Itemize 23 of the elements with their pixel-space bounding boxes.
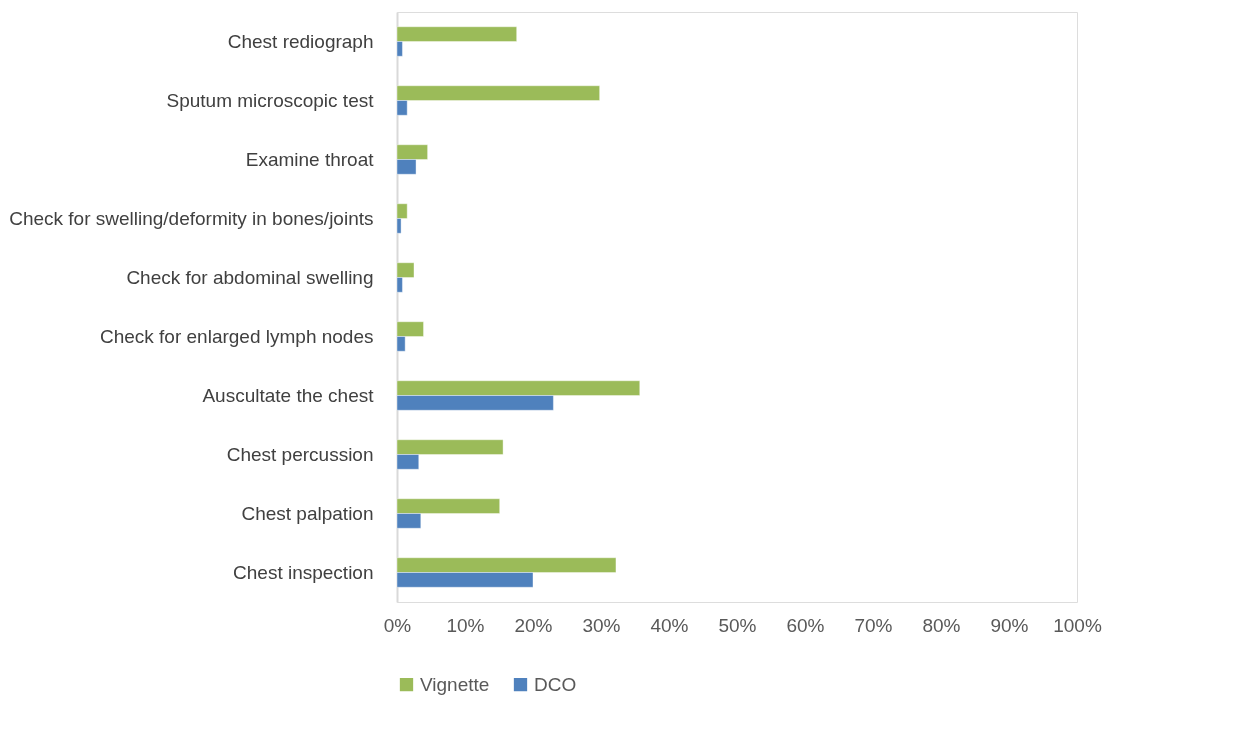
x-tick-label: 0%: [383, 614, 412, 636]
y-tick-label: Chest inspection: [233, 561, 374, 583]
y-tick-label: Sputum microscopic test: [166, 89, 375, 111]
x-tick-label: 100%: [1053, 614, 1102, 636]
x-tick-label: 40%: [650, 614, 689, 636]
y-tick-label: Check for swelling/deformity in bones/joints: [9, 207, 374, 229]
x-tick-label: 30%: [582, 614, 621, 636]
x-tick-label: 80%: [922, 614, 961, 636]
x-tick-label: 10%: [446, 614, 485, 636]
legend-label: DCO: [534, 673, 577, 695]
y-tick-label: Chest percussion: [226, 443, 374, 465]
y-tick-label: Check for abdominal swelling: [126, 266, 374, 288]
y-tick-label: Examine throat: [245, 148, 375, 170]
x-tick-label: 60%: [786, 614, 825, 636]
y-tick-label: Auscultate the chest: [202, 384, 375, 406]
legend-label: Vignette: [420, 673, 490, 695]
y-tick-label: Chest rediograph: [227, 30, 374, 52]
x-tick-label: 50%: [718, 614, 757, 636]
x-tick-label: 90%: [990, 614, 1029, 636]
y-tick-label: Check for enlarged lymph nodes: [99, 325, 374, 347]
y-tick-label: Chest palpation: [241, 502, 374, 524]
x-tick-label: 70%: [854, 614, 893, 636]
x-tick-label: 20%: [514, 614, 553, 636]
